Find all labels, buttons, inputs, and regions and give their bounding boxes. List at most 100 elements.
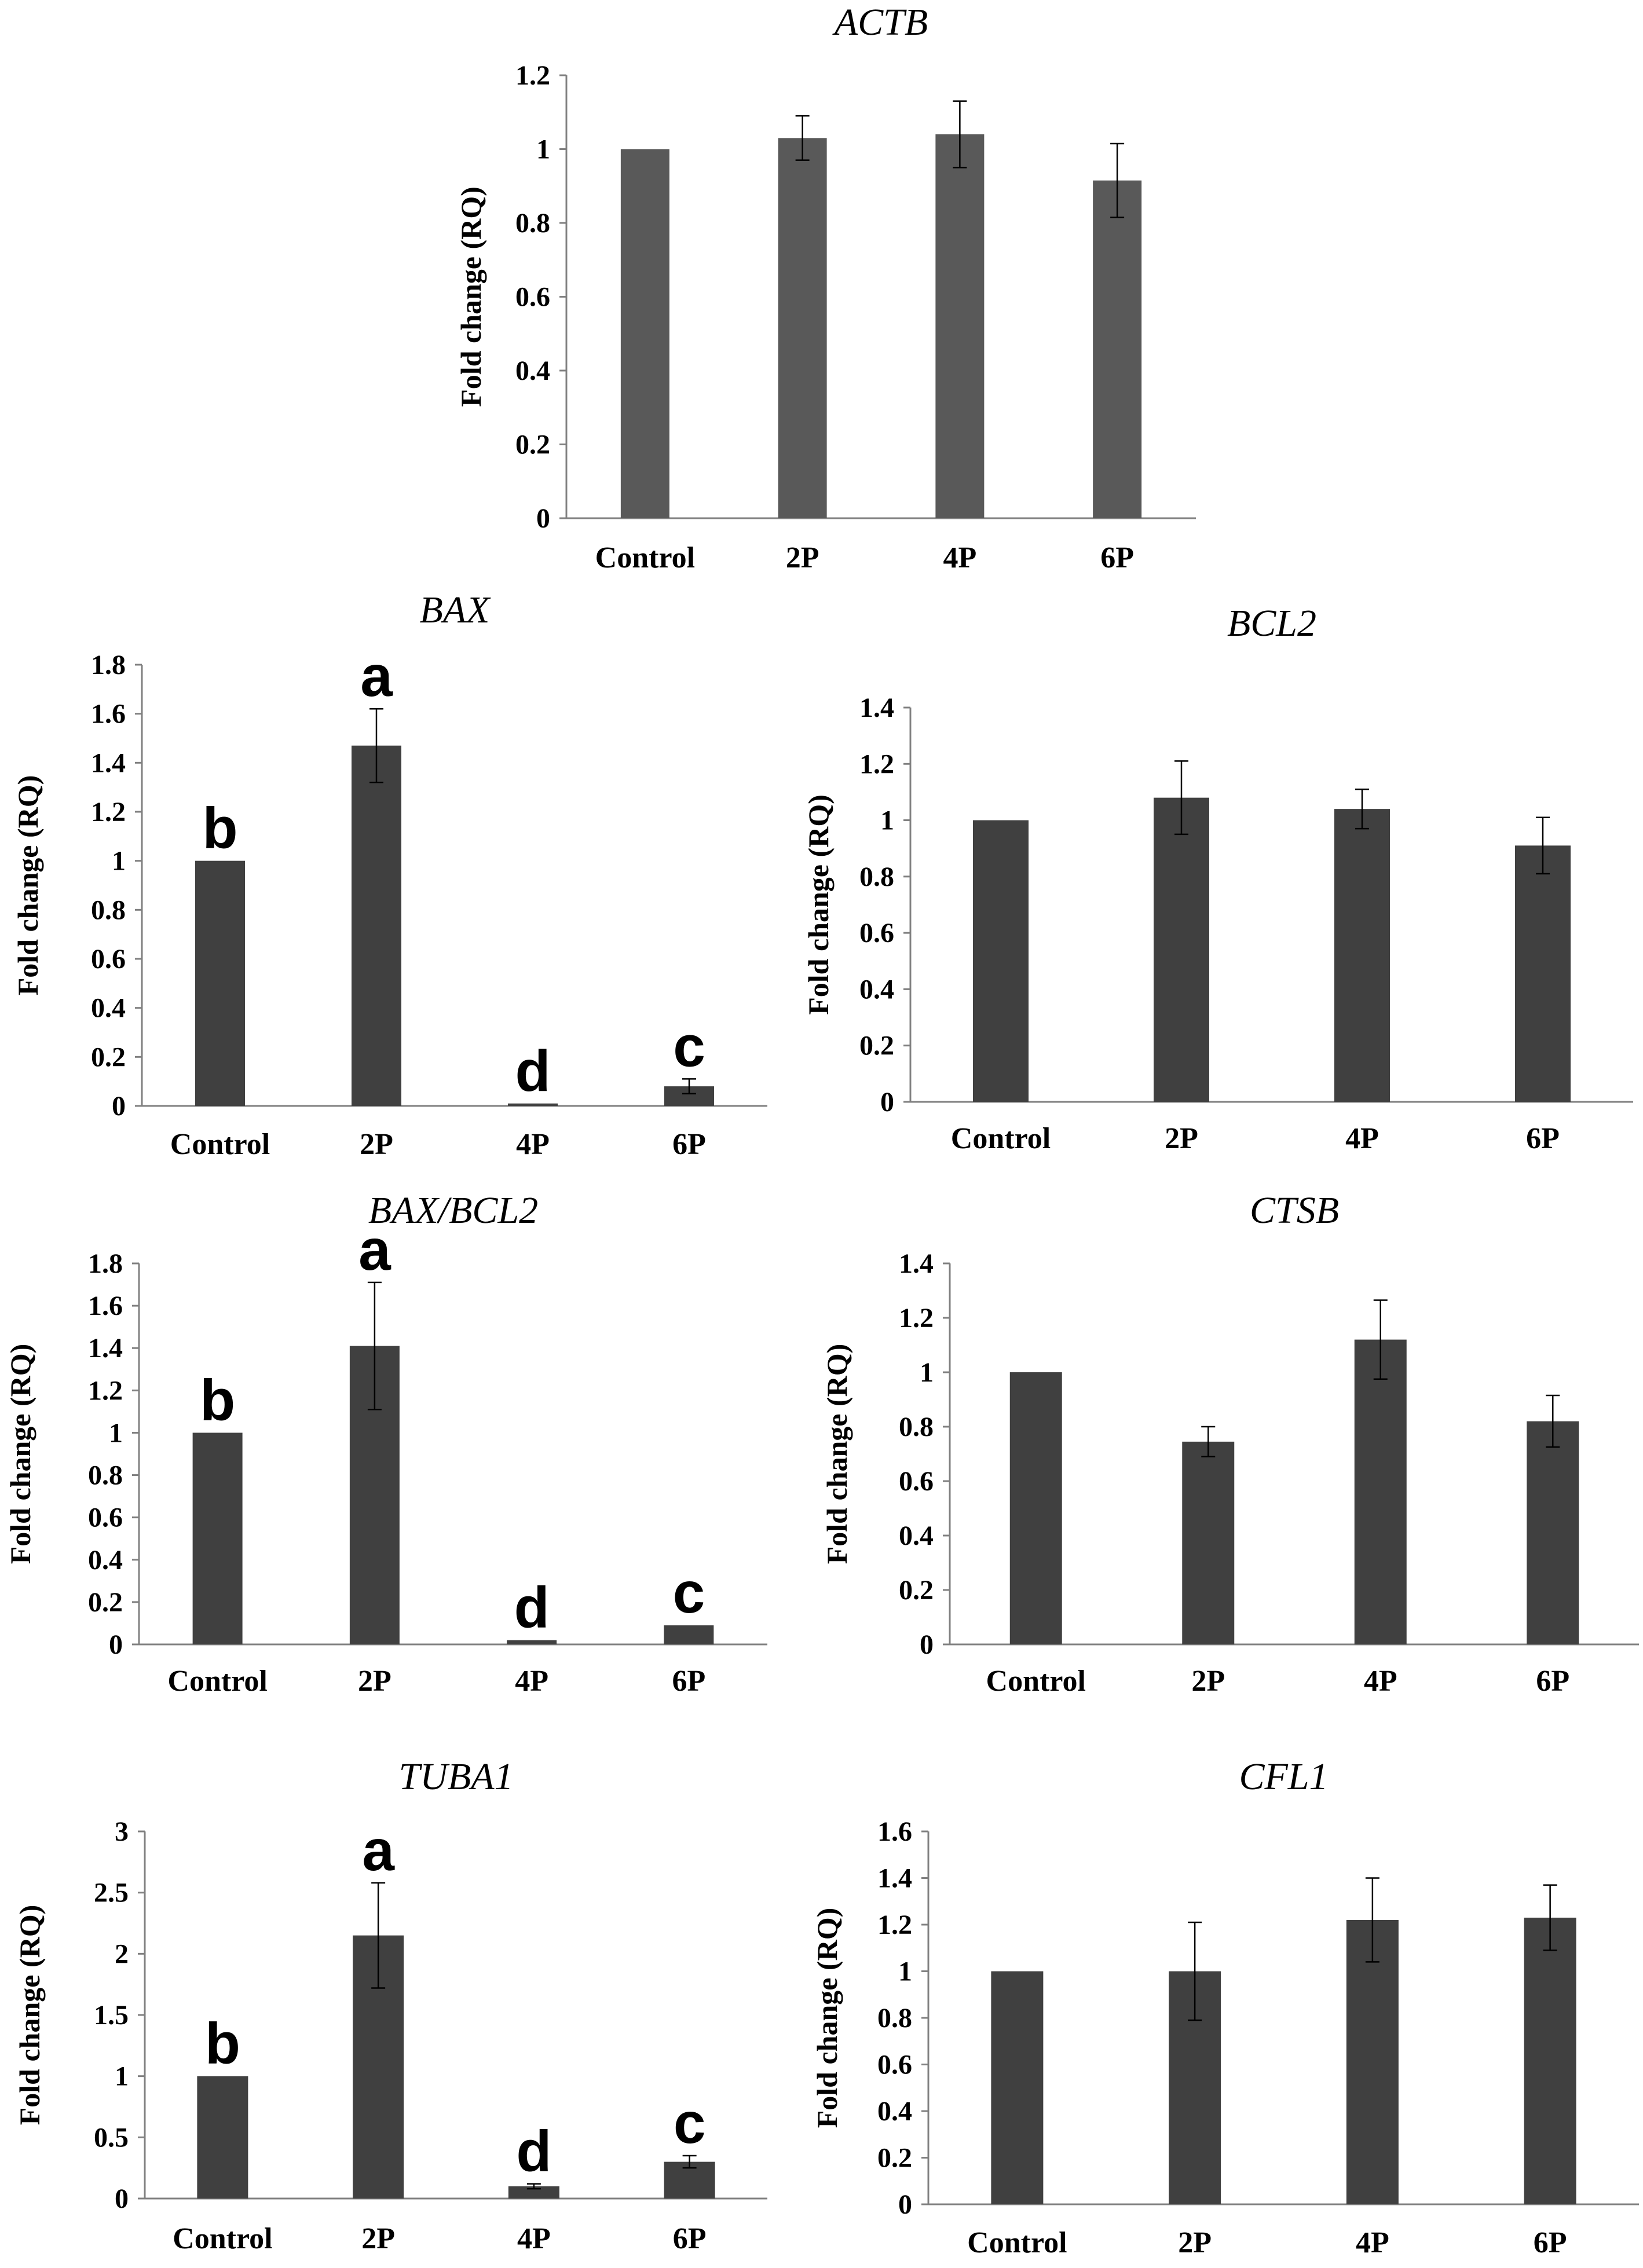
chart-cfl1: CFL1 0 0.2 0.4 0.6 0.8 1 1.2 1.4 1.6 Fold change (… [811,1756,1639,2259]
chart-cfl1-y-tick-label: 0.6 [877,2050,912,2080]
chart-bax-bcl2-y-tick-label: 1.4 [88,1333,123,1364]
chart-ctsb-bar-2p [1182,1441,1235,1644]
chart-bax-bcl2-bar-control [192,1432,243,1644]
chart-bax-significance-letter-6p: c [673,1014,705,1079]
chart-ctsb-bar-control [1009,1372,1062,1644]
chart-cfl1-y-tick-label: 1.4 [877,1863,912,1894]
chart-bcl2-title: BCL2 [1227,602,1316,644]
chart-bax-bcl2-category-label-4p: 4P [515,1665,548,1698]
chart-bax-y-tick-label: 1 [112,846,126,877]
chart-bax-significance-letter-4p: d [515,1039,550,1104]
chart-cfl1-y-tick-label: 1.2 [877,1910,912,1940]
chart-tuba1-bar-4p [508,2186,559,2199]
chart-actb-y-tick-label: 1 [536,134,550,165]
chart-cfl1-bar-6p [1524,1917,1576,2204]
chart-bax-bcl2-bar-4p [507,1640,557,1644]
chart-bax-bcl2-category-label-control: Control [167,1665,267,1698]
chart-cfl1-category-label-6p: 6P [1534,2226,1567,2259]
chart-bcl2-y-tick-label: 0.8 [859,862,894,892]
chart-bcl2-category-label-control: Control [951,1122,1051,1155]
chart-actb-category-label-2p: 2P [786,541,819,574]
chart-cfl1-category-label-4p: 4P [1356,2226,1389,2259]
chart-tuba1-significance-letter-4p: d [516,2119,551,2184]
chart-bax-category-label-2p: 2P [360,1128,393,1161]
chart-bax-category-label-6p: 6P [672,1128,706,1161]
chart-bax-bar-control [195,860,245,1106]
chart-cfl1-y-tick-label: 0.8 [877,2003,912,2033]
chart-cfl1-bar-control [991,1971,1044,2204]
chart-bax-bar-2p [352,745,401,1106]
chart-tuba1-category-label-2p: 2P [361,2222,395,2255]
chart-bax-bcl2-y-tick-label: 1 [109,1417,123,1448]
chart-ctsb-category-label-6p: 6P [1536,1665,1569,1698]
chart-ctsb-y-tick-label: 0.8 [899,1412,934,1442]
chart-bcl2-y-tick-label: 0 [880,1087,894,1117]
chart-tuba1: TUBA1 0 0.5 1 1.5 2 2.5 3 Fold change (RQ) Contro… [13,1756,767,2255]
chart-tuba1-y-tick-label: 2 [115,1939,129,1969]
chart-bax-bcl2-significance-letter-control: b [200,1368,235,1432]
chart-bax-bcl2-y-tick-label: 1.8 [88,1248,123,1279]
chart-actb-bar-control [620,149,669,518]
chart-ctsb-y-tick-label: 0.2 [899,1575,934,1606]
chart-bax-bcl2-title: BAX/BCL2 [368,1189,538,1232]
chart-bax-y-tick-label: 1.4 [91,748,126,778]
chart-tuba1-category-label-6p: 6P [673,2222,707,2255]
chart-bax-bcl2-y-tick-label: 0 [109,1629,123,1660]
chart-actb-y-tick-label: 0.4 [515,356,550,386]
chart-ctsb-y-tick-label: 1 [920,1357,934,1388]
chart-bcl2-y-axis-title: Fold change (RQ) [802,794,835,1015]
chart-actb-category-label-4p: 4P [943,541,976,574]
chart-ctsb-y-tick-label: 1.2 [899,1303,934,1333]
chart-cfl1-y-tick-label: 1 [898,1956,912,1987]
chart-ctsb-y-tick-label: 0.6 [899,1466,934,1497]
chart-bax-bcl2-y-tick-label: 1.6 [88,1291,123,1321]
chart-tuba1-y-tick-label: 1.5 [94,2000,129,2031]
chart-bax-category-label-control: Control [170,1128,270,1161]
chart-bax-bcl2-category-label-2p: 2P [358,1665,391,1698]
chart-bax-bcl2-y-tick-label: 0.8 [88,1460,123,1491]
chart-tuba1-y-tick-label: 0.5 [94,2122,129,2153]
chart-ctsb-category-label-2p: 2P [1191,1665,1225,1698]
chart-bax-title: BAX [420,589,492,631]
chart-bax-y-axis-title: Fold change (RQ) [12,775,44,996]
chart-bax-bcl2: BAX/BCL2 0 0.2 0.4 0.6 0.8 1 1.2 1.4 1.6 1.8 Fold c… [4,1189,767,1698]
chart-tuba1-y-tick-label: 0 [115,2183,129,2214]
chart-actb-title: ACTB [832,1,928,43]
chart-bax-category-label-4p: 4P [516,1128,550,1161]
chart-bcl2-bar-4p [1334,809,1390,1102]
chart-tuba1-category-label-control: Control [173,2222,272,2255]
chart-actb-y-axis-title: Fold change (RQ) [455,186,487,407]
chart-cfl1-title: CFL1 [1239,1756,1328,1798]
chart-bcl2-y-tick-label: 0.4 [859,974,894,1005]
chart-ctsb: CTSB 0 0.2 0.4 0.6 0.8 1 1.2 1.4 Fold change (RQ)… [821,1189,1639,1698]
chart-actb-bar-4p [935,134,985,518]
chart-ctsb-title: CTSB [1250,1189,1339,1232]
chart-cfl1-y-tick-label: 1.6 [877,1816,912,1847]
chart-bax-y-tick-label: 0.4 [91,993,126,1024]
chart-ctsb-category-label-4p: 4P [1364,1665,1397,1698]
chart-bax-bcl2-y-tick-label: 0.6 [88,1503,123,1533]
chart-actb-y-tick-label: 0.8 [515,208,550,239]
chart-actb-bar-2p [778,138,827,518]
chart-bax-bcl2-y-tick-label: 0.4 [88,1545,123,1575]
chart-bax-bcl2-significance-letter-4p: d [514,1575,550,1640]
chart-tuba1-bar-control [197,2076,248,2199]
chart-bcl2-bar-control [973,820,1029,1102]
chart-cfl1-y-tick-label: 0.2 [877,2143,912,2174]
chart-ctsb-category-label-control: Control [986,1665,1086,1698]
chart-cfl1-y-axis-title: Fold change (RQ) [811,1908,843,2128]
chart-tuba1-y-tick-label: 2.5 [94,1878,129,1908]
chart-bax-bcl2-y-axis-title: Fold change (RQ) [4,1344,36,1564]
chart-bax-y-tick-label: 1.2 [91,797,126,827]
chart-tuba1-title: TUBA1 [399,1756,514,1798]
chart-bax-bcl2-significance-letter-6p: c [673,1560,705,1625]
chart-ctsb-bar-4p [1354,1339,1407,1644]
chart-bax-bcl2-y-tick-label: 1.2 [88,1375,123,1406]
chart-bax-y-tick-label: 0.8 [91,895,126,925]
chart-bcl2-category-label-2p: 2P [1165,1122,1198,1155]
chart-tuba1-significance-letter-6p: c [674,2091,706,2156]
chart-bax-y-tick-label: 1.6 [91,699,126,730]
chart-tuba1-y-axis-title: Fold change (RQ) [13,1905,46,2126]
chart-bax-y-tick-label: 0.2 [91,1042,126,1072]
